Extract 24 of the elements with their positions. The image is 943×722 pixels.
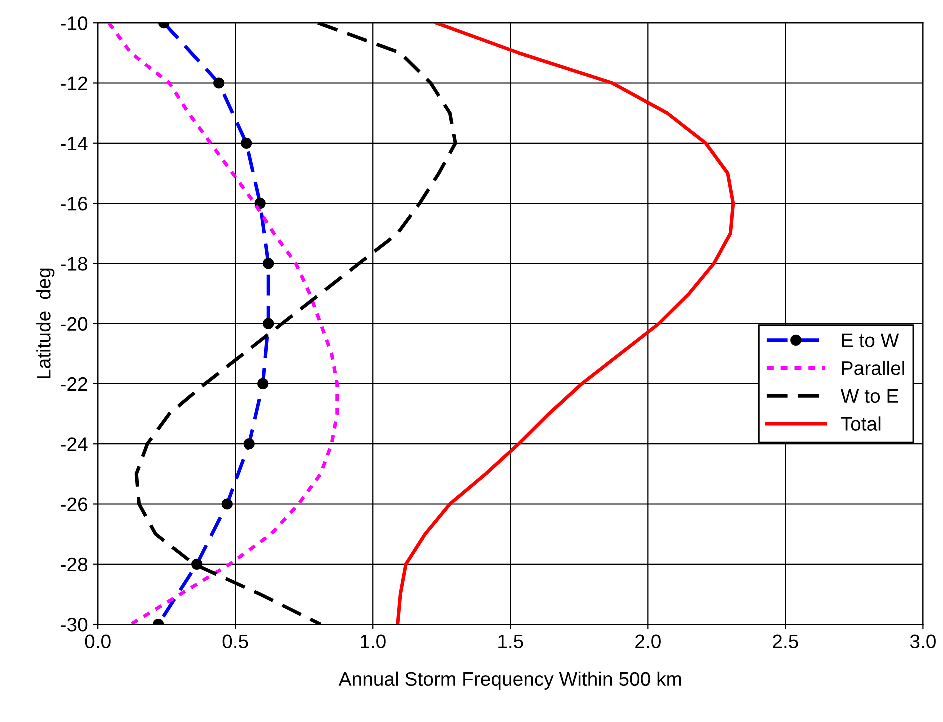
x-axis-title: Annual Storm Frequency Within 500 km [338, 672, 682, 690]
y-tick-label: -10 [61, 16, 88, 30]
y-tick-label: -20 [61, 317, 88, 332]
legend-label: Total [841, 416, 881, 431]
y-tick-label: -12 [61, 76, 88, 90]
legend-label: Parallel [842, 360, 904, 376]
y-axis-title: Latitude deg [36, 268, 55, 378]
y-tick-label: -28 [61, 558, 88, 572]
y-tick-label: -24 [61, 438, 88, 452]
y-tick-label: -26 [61, 498, 88, 512]
legend-label: W to E [840, 390, 898, 404]
x-tick-label: 1.5 [498, 634, 524, 649]
y-tick-label: -18 [61, 257, 88, 271]
x-tick-label: 2.0 [636, 634, 661, 649]
x-tick-label: 0.0 [85, 634, 111, 649]
legend-label: E to W [842, 334, 900, 348]
y-tick-label: -22 [61, 377, 88, 392]
x-tick-label: 2.5 [773, 634, 798, 649]
y-tick-label: -14 [61, 137, 88, 150]
x-tick-label: 0.5 [222, 634, 248, 649]
y-tick-label: -30 [61, 618, 88, 632]
x-tick-label: 1.0 [361, 634, 386, 649]
x-tick-label: 3.0 [910, 634, 936, 649]
y-tick-label: -16 [61, 197, 88, 211]
